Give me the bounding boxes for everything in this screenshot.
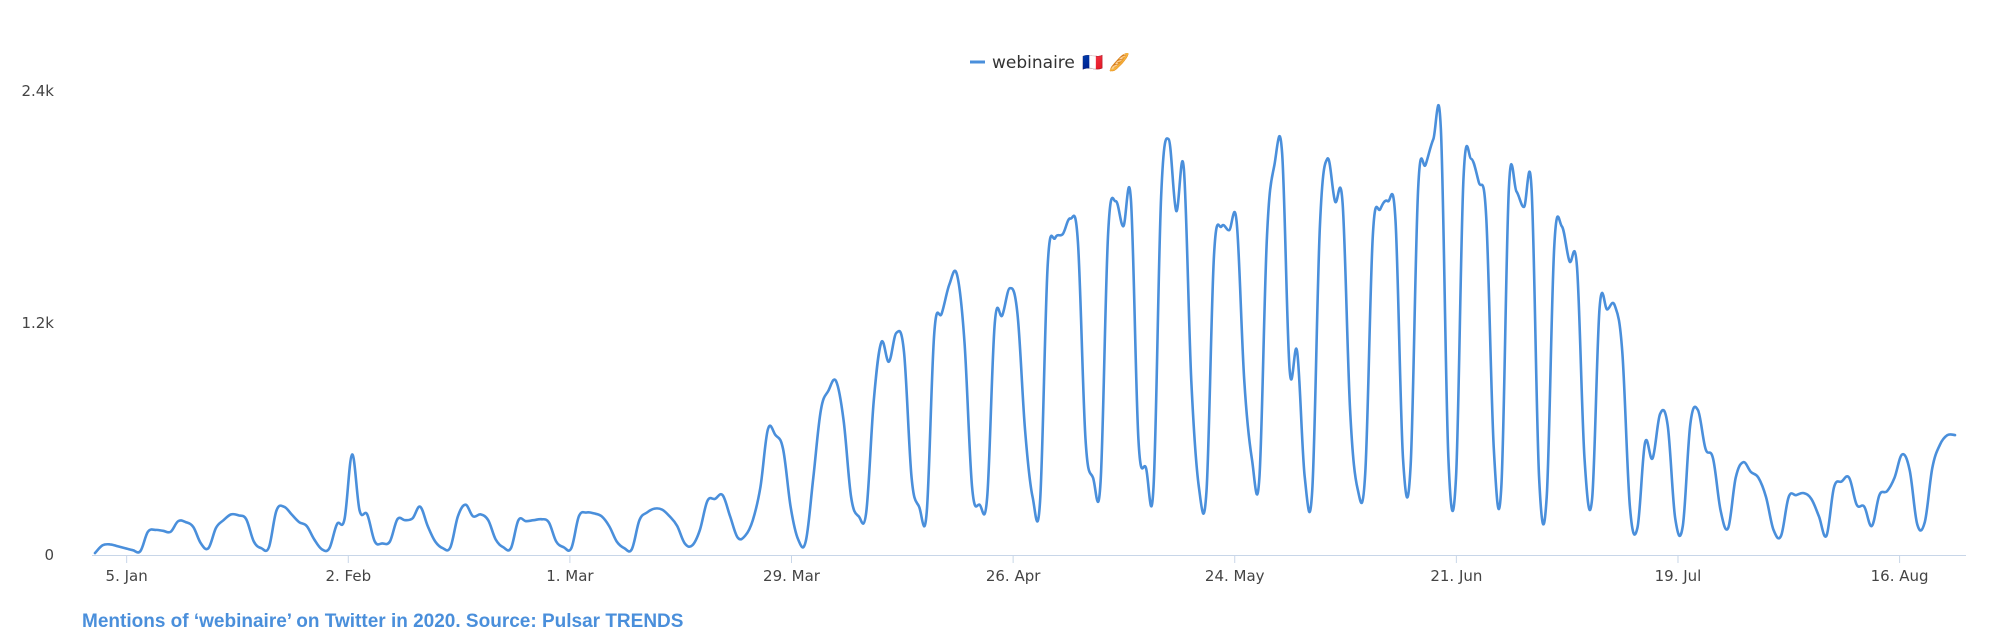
x-tick-label: 19. Jul [1655,567,1702,585]
chart-caption: Mentions of ‘webinaire’ on Twitter in 20… [82,611,684,632]
series-layer [93,103,1957,555]
x-tick-label: 21. Jun [1430,567,1482,585]
x-tick-label: 1. Mar [546,567,594,585]
y-tick-label: 0 [44,546,54,564]
legend[interactable]: webinaire 🇫🇷 🥖 [970,52,1130,73]
x-tick-label: 5. Jan [106,567,148,585]
x-tick-label: 26. Apr [986,567,1041,585]
x-axis: 5. Jan 2. Feb 1. Mar 29. Mar 26. Apr 24. May 2… [92,555,1966,585]
y-tick-label: 1.2k [21,314,54,332]
x-tick-label: 2. Feb [325,567,371,585]
x-tick-label: 16. Aug [1871,567,1929,585]
x-tick-label: 29. Mar [763,567,821,585]
legend-emoji: 🇫🇷 🥖 [1082,52,1130,73]
y-axis: 0 1.2k 2.4k [21,82,54,564]
legend-series-label: webinaire [992,53,1075,73]
y-tick-label: 2.4k [21,82,54,100]
x-tick-label: 24. May [1205,567,1265,585]
series-line-webinaire[interactable] [93,103,1957,555]
